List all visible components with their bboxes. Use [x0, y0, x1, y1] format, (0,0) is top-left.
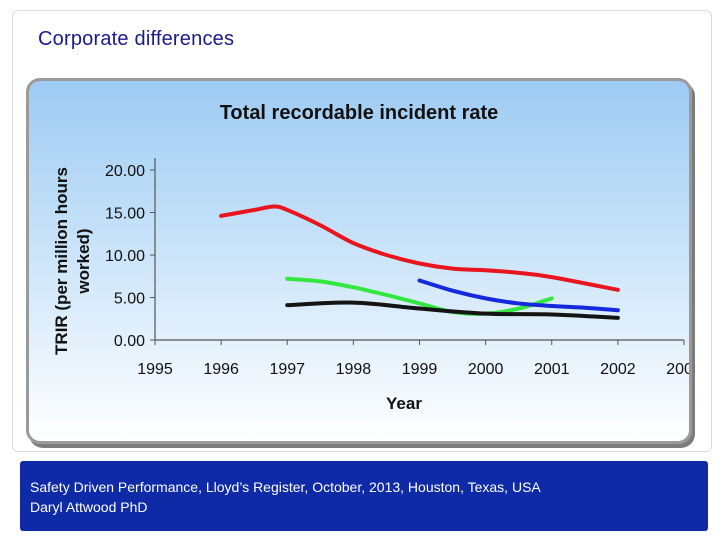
- y-tick-label: 5.00: [114, 291, 145, 308]
- x-tick-label: 2000: [468, 361, 504, 378]
- chart-title: Total recordable incident rate: [220, 102, 499, 124]
- y-axis-label: worked): [74, 228, 93, 294]
- x-tick-label: 1996: [203, 361, 239, 378]
- x-axis-label: Year: [386, 394, 422, 413]
- y-tick-label: 15.00: [105, 206, 145, 223]
- series-line-red: [219, 204, 620, 292]
- x-tick-label: 1995: [137, 361, 173, 378]
- chart: Total recordable incident rate TRIR (per …: [52, 102, 689, 413]
- x-tick-label: 2001: [534, 361, 570, 378]
- y-tick-label: 10.00: [105, 248, 145, 265]
- x-tick-label: 2003: [666, 361, 689, 378]
- slide-title: Corporate differences: [38, 28, 235, 50]
- y-tick-label: 0.00: [114, 333, 145, 350]
- chart-panel: Total recordable incident rate TRIR (per …: [26, 78, 692, 444]
- y-tick-label: 20.00: [105, 163, 145, 180]
- footer-author: Daryl Attwood PhD: [30, 499, 148, 515]
- x-tick-label: 1999: [402, 361, 438, 378]
- y-axis-label: TRIR (per million hours: [52, 167, 71, 355]
- series-line-blue: [417, 278, 620, 313]
- series-line-black: [285, 300, 620, 320]
- footer-citation: Safety Driven Performance, Lloyd’s Regis…: [30, 479, 541, 495]
- footer-banner: Safety Driven Performance, Lloyd’s Regis…: [20, 461, 708, 531]
- series-line-green: [285, 276, 554, 316]
- x-tick-label: 2002: [600, 361, 636, 378]
- x-tick-label: 1997: [269, 361, 305, 378]
- x-tick-label: 1998: [336, 361, 372, 378]
